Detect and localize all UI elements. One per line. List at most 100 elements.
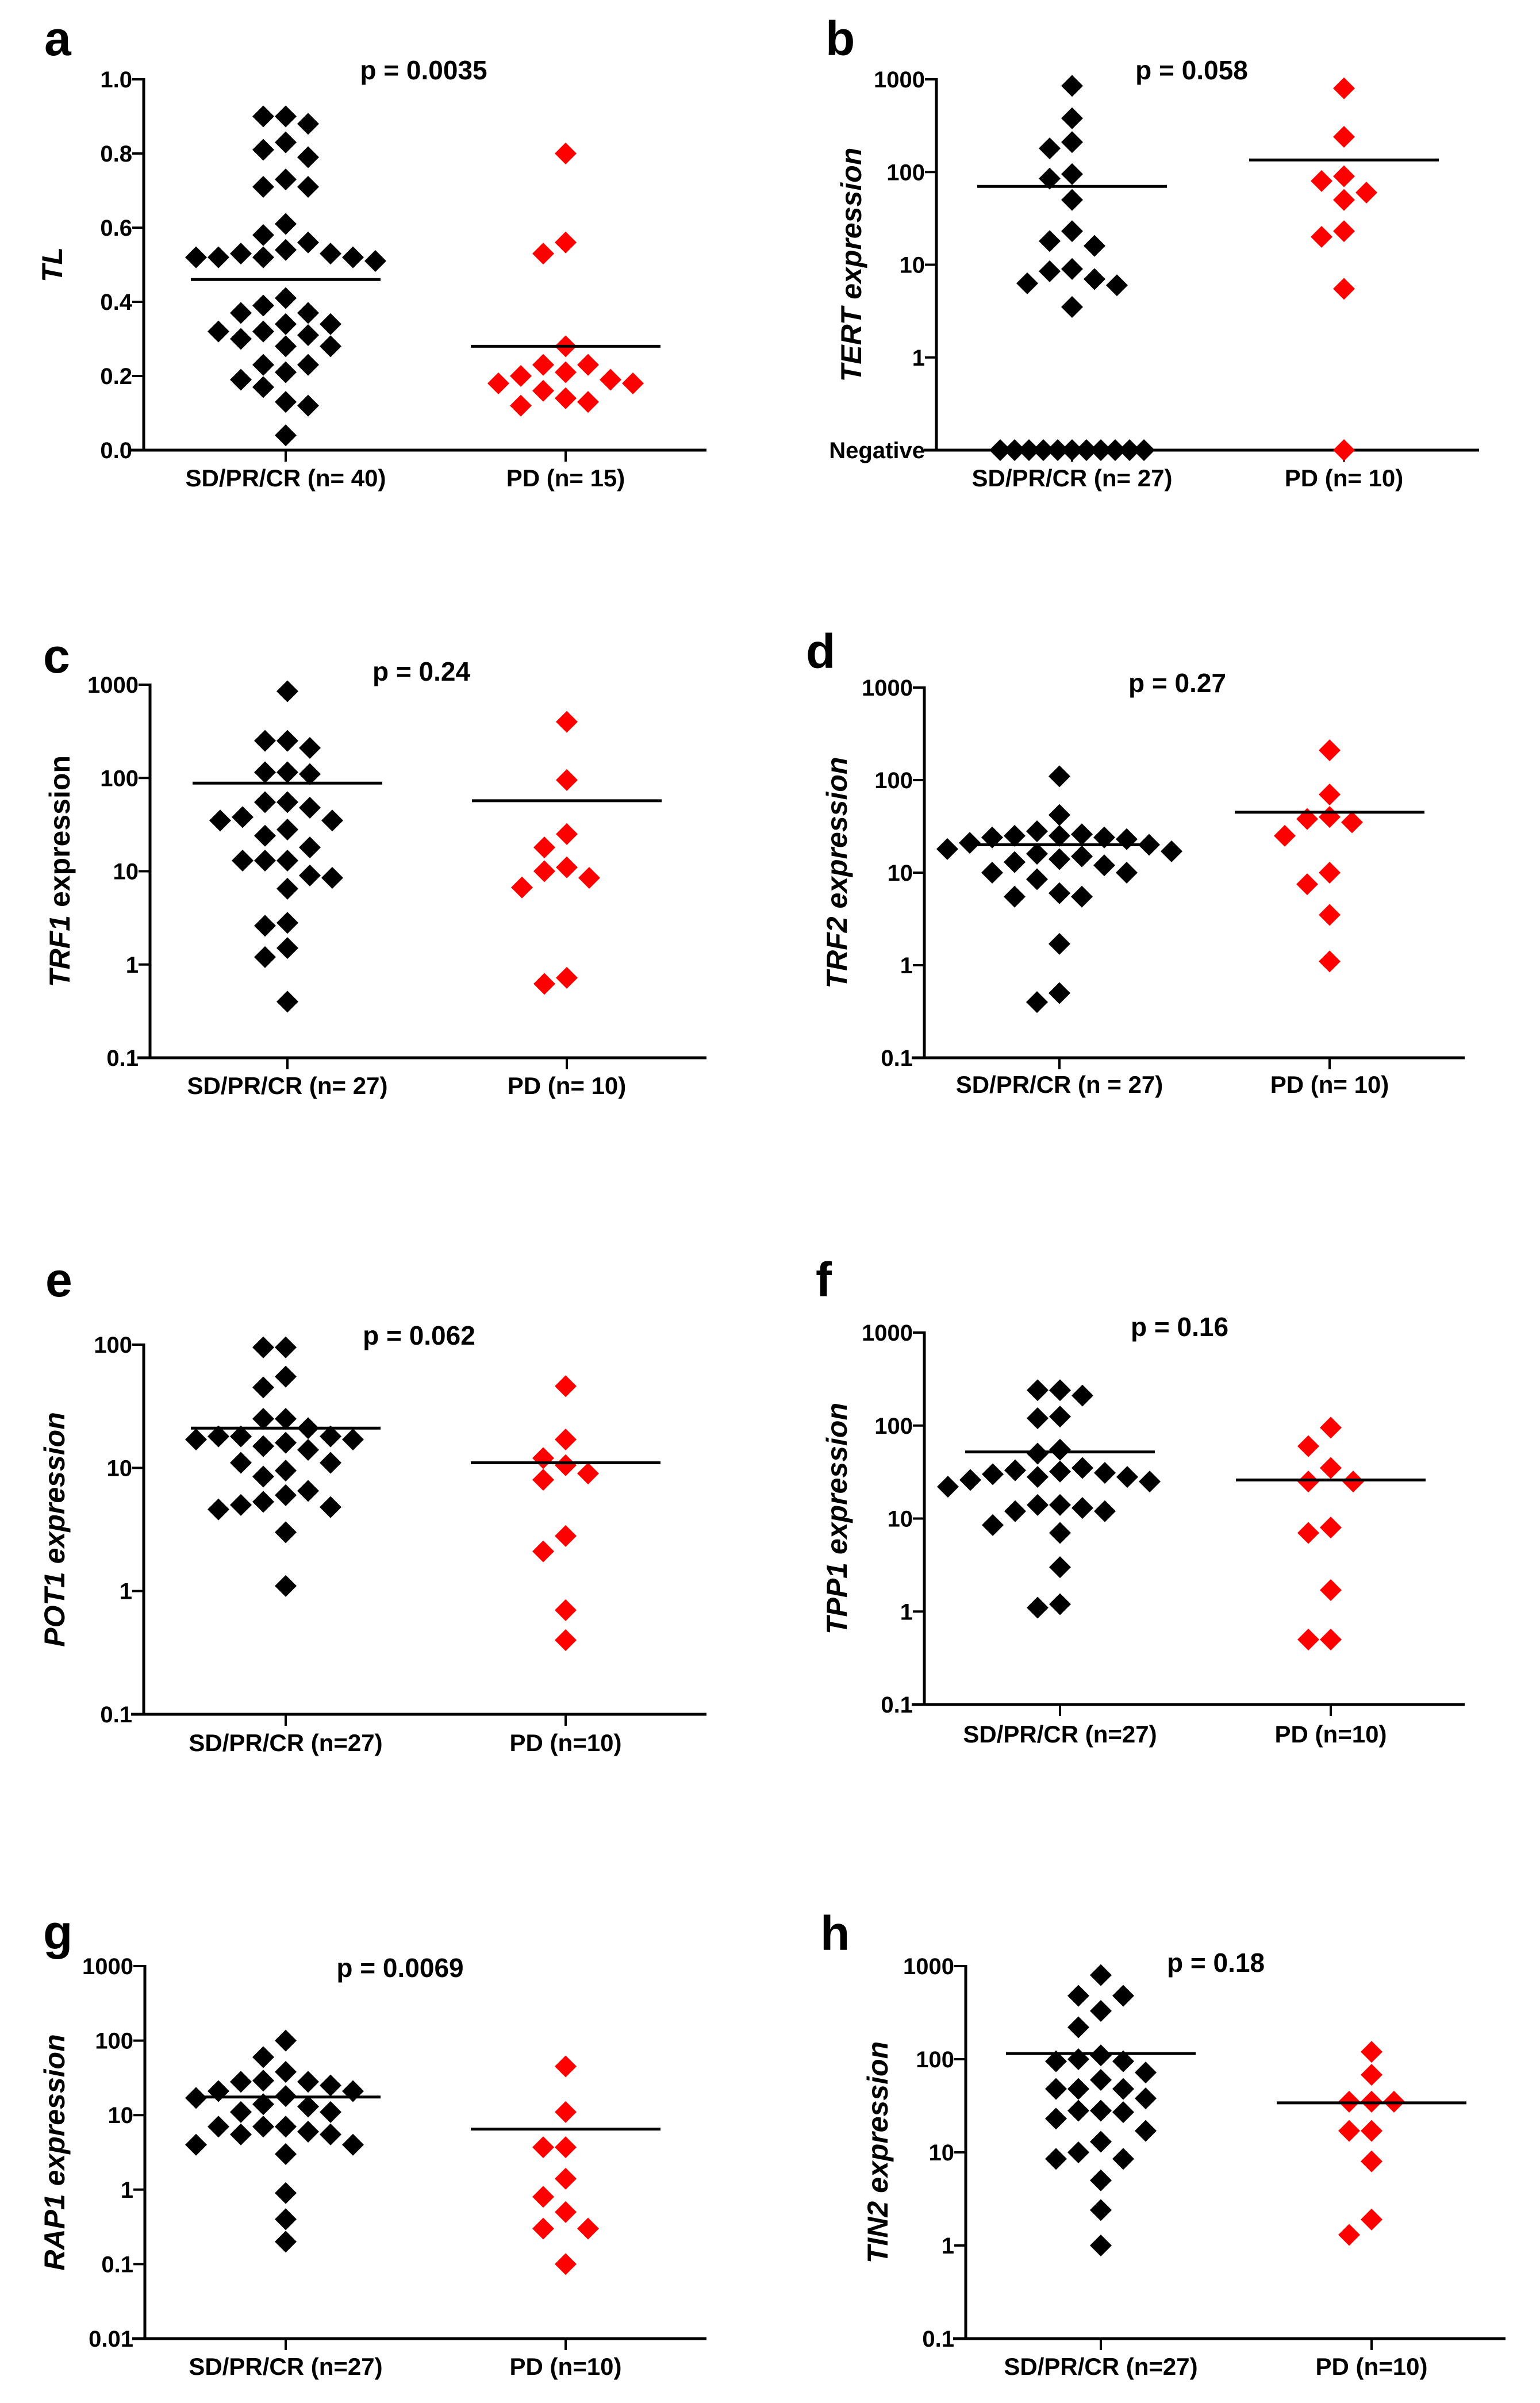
y-axis-label-suffix: expression: [39, 1412, 71, 1572]
data-point-sd-pr-cr: [1018, 439, 1040, 461]
data-point-sd-pr-cr: [1076, 439, 1097, 461]
data-point-sd-pr-cr: [1084, 268, 1105, 290]
data-point-sd-pr-cr: [254, 730, 276, 752]
data-point-pd: [533, 860, 555, 882]
data-point-pd: [556, 966, 578, 989]
data-point-sd-pr-cr: [185, 246, 207, 268]
data-point-sd-pr-cr: [1093, 826, 1115, 849]
data-point-sd-pr-cr: [1112, 2078, 1134, 2100]
data-point-pd: [577, 391, 599, 413]
data-point-sd-pr-cr: [1135, 2087, 1157, 2110]
y-tick-label: 10: [929, 2140, 955, 2166]
data-point-pd: [1319, 806, 1341, 828]
data-point-sd-pr-cr: [320, 2074, 341, 2097]
data-point-pd: [1341, 811, 1363, 834]
data-point-sd-pr-cr: [320, 1425, 341, 1448]
data-point-sd-pr-cr: [1004, 439, 1026, 461]
data-point-sd-pr-cr: [1004, 1459, 1026, 1481]
data-point-sd-pr-cr: [275, 213, 297, 235]
data-point-sd-pr-cr: [276, 761, 298, 784]
data-point-pd: [1274, 824, 1296, 847]
data-point-sd-pr-cr: [1119, 439, 1140, 461]
data-point-sd-pr-cr: [1049, 824, 1070, 847]
data-point-sd-pr-cr: [275, 313, 297, 335]
data-point-sd-pr-cr: [1090, 2235, 1112, 2256]
x-tick-label: PD (n= 10): [1270, 1071, 1389, 1098]
data-point-pd: [1338, 2120, 1360, 2142]
data-point-sd-pr-cr: [1016, 272, 1038, 294]
data-point-pd: [532, 2136, 554, 2159]
data-point-sd-pr-cr: [275, 424, 297, 447]
y-tick-label: 0.8: [100, 141, 132, 167]
data-point-pd: [1355, 182, 1377, 204]
panel-letter: b: [825, 11, 855, 66]
data-point-sd-pr-cr: [1116, 862, 1138, 884]
data-point-sd-pr-cr: [1067, 2099, 1089, 2122]
data-point-sd-pr-cr: [1071, 885, 1093, 908]
data-point-sd-pr-cr: [275, 1460, 297, 1482]
panel-letter: c: [43, 629, 70, 683]
data-point-sd-pr-cr: [252, 246, 274, 268]
data-point-sd-pr-cr: [276, 991, 298, 1013]
data-point-sd-pr-cr: [252, 176, 274, 198]
y-tick-label: 1: [912, 346, 925, 371]
data-point-sd-pr-cr: [321, 866, 343, 889]
data-point-sd-pr-cr: [1039, 260, 1061, 282]
panel-letter: h: [820, 1906, 850, 1960]
panel-a: a p = 0.0035 TL 0.0 0.2 0.4 0.6 0.8 1.0 SD/PR/CR …: [36, 11, 706, 492]
data-point-pd: [555, 1525, 577, 1547]
data-point-sd-pr-cr: [1049, 1593, 1071, 1615]
data-point-sd-pr-cr: [230, 2071, 252, 2093]
data-point-sd-pr-cr: [254, 946, 276, 968]
data-point-sd-pr-cr: [254, 915, 276, 937]
data-point-pd: [1297, 1471, 1319, 1493]
data-point-sd-pr-cr: [1049, 1522, 1071, 1544]
y-tick-label: 1.0: [100, 67, 132, 93]
data-point-sd-pr-cr: [1104, 439, 1126, 461]
data-point-sd-pr-cr: [1039, 230, 1061, 252]
data-point-pd: [532, 379, 554, 402]
x-tick-label: PD (n=10): [510, 2353, 622, 2380]
x-tick-label: PD (n= 10): [508, 1072, 627, 1099]
data-point-sd-pr-cr: [276, 680, 298, 703]
data-point-sd-pr-cr: [275, 1336, 297, 1358]
data-point-sd-pr-cr: [275, 168, 297, 191]
data-point-sd-pr-cr: [252, 1408, 274, 1430]
data-point-sd-pr-cr: [1072, 1457, 1093, 1479]
data-point-sd-pr-cr: [276, 850, 298, 872]
data-point-pd: [1320, 1457, 1342, 1479]
data-point-pd: [1333, 439, 1355, 461]
data-point-sd-pr-cr: [1090, 2199, 1112, 2221]
data-point-sd-pr-cr: [1072, 1384, 1093, 1407]
data-point-pd: [1297, 1628, 1319, 1650]
data-point-sd-pr-cr: [1090, 2169, 1112, 2191]
data-point-pd: [1333, 189, 1355, 211]
data-point-pd: [555, 361, 577, 383]
data-point-sd-pr-cr: [275, 239, 297, 261]
data-point-sd-pr-cr: [297, 324, 319, 347]
y-axis-label-suffix: expression: [44, 755, 76, 915]
panel-e: e p = 0.062 POT1 expression 0.1 1 10 100 SD/PR/…: [39, 1253, 706, 1756]
data-point-sd-pr-cr: [185, 2133, 207, 2156]
data-point-sd-pr-cr: [1112, 2148, 1134, 2170]
data-point-sd-pr-cr: [208, 2116, 229, 2138]
data-point-sd-pr-cr: [364, 250, 386, 272]
data-point-sd-pr-cr: [230, 2101, 252, 2123]
data-point-pd: [556, 711, 578, 733]
y-tick-label: 0.0: [100, 438, 132, 463]
panel-f: f p = 0.16 TPP1 expression 0.1 1 10 100 1000 SD/…: [816, 1253, 1465, 1748]
data-point-sd-pr-cr: [230, 302, 252, 324]
y-axis-label: TPP1 expression: [821, 1403, 853, 1634]
y-axis-label: TRF1 expression: [44, 755, 76, 987]
data-point-sd-pr-cr: [1093, 854, 1115, 877]
data-point-pd: [510, 365, 532, 387]
y-tick-label: 100: [94, 1333, 132, 1358]
data-point-sd-pr-cr: [1004, 1500, 1026, 1522]
data-point-sd-pr-cr: [1049, 1556, 1071, 1579]
data-point-sd-pr-cr: [1049, 932, 1070, 955]
data-point-sd-pr-cr: [342, 2080, 364, 2102]
data-point-sd-pr-cr: [1135, 2062, 1157, 2084]
data-point-sd-pr-cr: [1026, 843, 1048, 865]
data-point-pd: [555, 2253, 577, 2275]
data-point-sd-pr-cr: [297, 176, 319, 198]
